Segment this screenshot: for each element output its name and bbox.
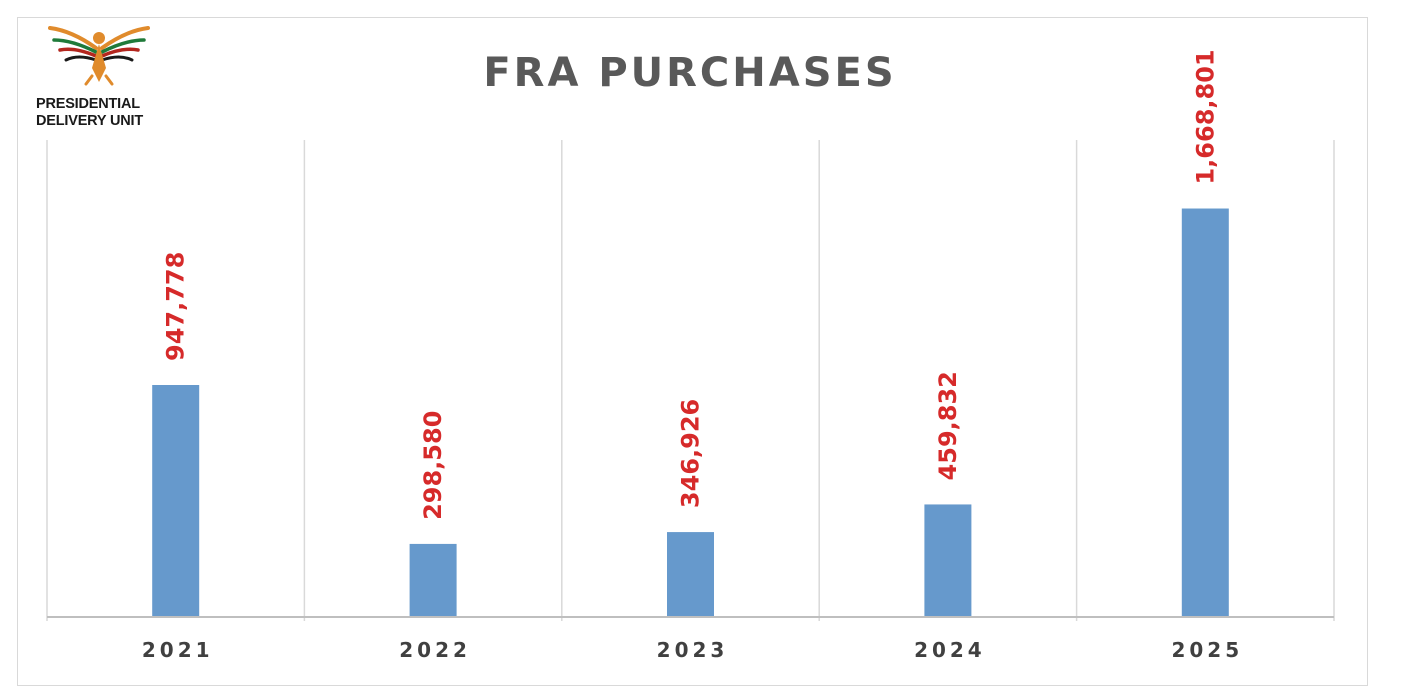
- logo-text: PRESIDENTIAL DELIVERY UNIT: [36, 96, 166, 130]
- chart-title: FRA PURCHASES: [483, 50, 897, 96]
- data-label: 459,832: [934, 371, 962, 480]
- logo-line-1: PRESIDENTIAL: [36, 96, 140, 112]
- bar: [409, 543, 457, 617]
- eagle-emblem-icon: [48, 26, 150, 86]
- x-tick-label: 2025: [1171, 638, 1243, 662]
- category-gridlines: [46, 140, 1335, 621]
- logo-line-2: DELIVERY UNIT: [36, 113, 143, 129]
- data-label: 1,668,801: [1191, 49, 1219, 184]
- x-tick-label: 2022: [399, 638, 471, 662]
- data-label: 346,926: [677, 399, 705, 508]
- bars: [152, 208, 1229, 618]
- x-tick-label: 2024: [914, 638, 986, 662]
- bar: [924, 504, 972, 617]
- data-label: 298,580: [419, 411, 447, 520]
- bar: [152, 385, 200, 617]
- bar: [1181, 208, 1229, 618]
- data-labels: 947,778 298,580 346,926 459,832 1,668,801: [162, 49, 1220, 520]
- bar: [667, 532, 714, 617]
- x-tick-label: 2023: [657, 638, 729, 662]
- presidential-delivery-unit-logo: PRESIDENTIAL DELIVERY UNIT: [22, 18, 170, 134]
- x-tick-label: 2021: [142, 638, 214, 662]
- x-axis: 2021 2022 2023 2024 2025: [47, 616, 1334, 662]
- data-label: 947,778: [162, 252, 190, 361]
